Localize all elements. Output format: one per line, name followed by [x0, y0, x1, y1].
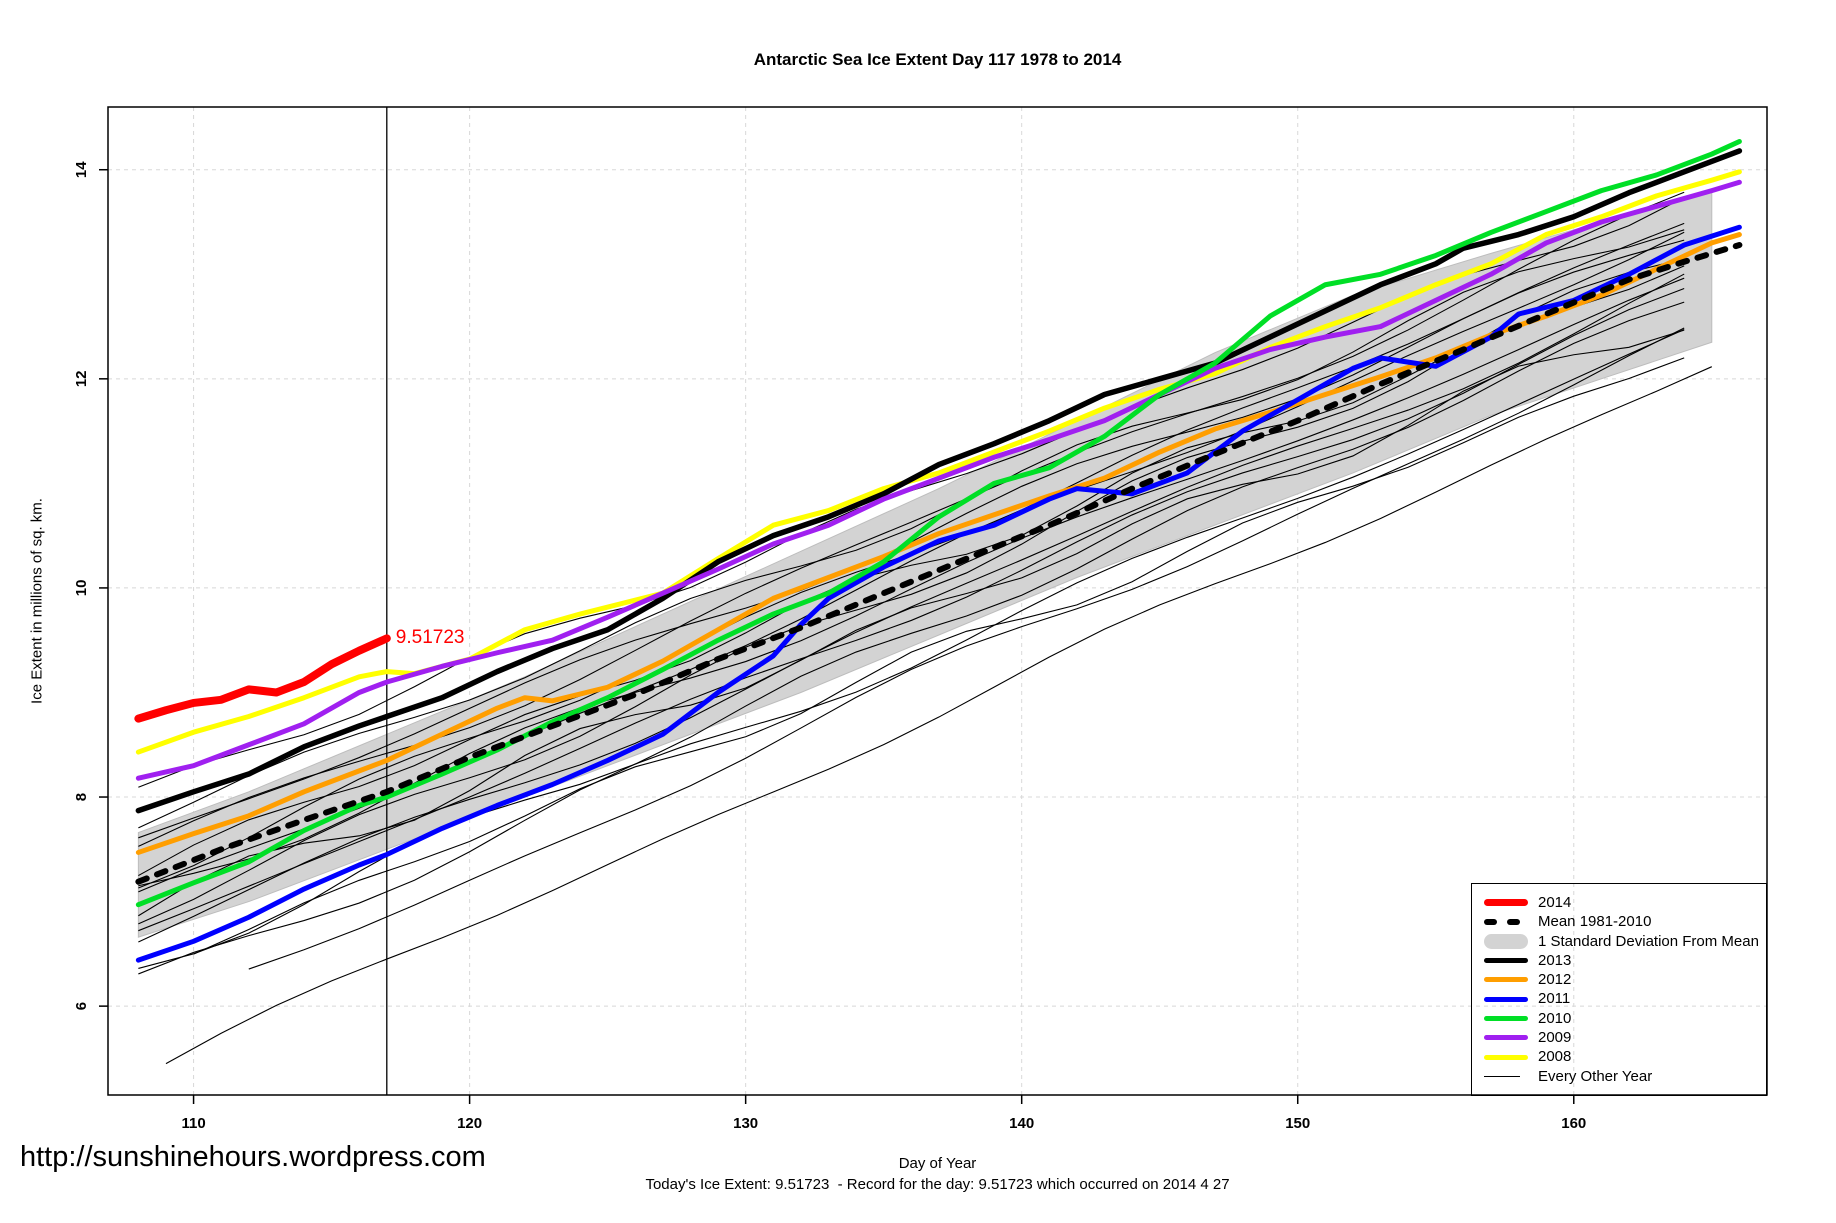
- legend-label-2010: 2010: [1538, 1009, 1572, 1027]
- x-tick-label: 160: [1561, 1115, 1586, 1132]
- legend-item-every-other-year: Every Other Year: [1484, 1067, 1760, 1086]
- chart-title: Antarctic Sea Ice Extent Day 117 1978 to…: [753, 50, 1122, 69]
- legend-label-2009: 2009: [1538, 1029, 1572, 1047]
- legend-label-2014: 2014: [1538, 894, 1572, 911]
- y-tick-label: 8: [73, 793, 90, 801]
- series-layer: [134, 139, 1743, 963]
- legend-item-2012: 2012: [1484, 970, 1760, 989]
- other-year-line: [138, 287, 1685, 932]
- series-line-2013: [135, 148, 1743, 814]
- legend-swatch-every-other-year: [1484, 1075, 1528, 1078]
- other-year-line: [248, 327, 1685, 970]
- legend: 2014 Mean 1981-2010 1 Standard Deviation F…: [1471, 883, 1767, 1096]
- series-line-2014: [134, 634, 391, 723]
- status-line: Today's Ice Extent: 9.51723 - Record for…: [645, 1176, 1230, 1193]
- other-year-line: [138, 229, 1685, 829]
- legend-label-mean-1981-2010: Mean 1981-2010: [1538, 913, 1652, 931]
- series-line-mean-1981-2010: [135, 242, 1743, 885]
- other-year-line: [138, 273, 1685, 943]
- legend-item-mean-1981-2010: Mean 1981-2010: [1484, 912, 1760, 931]
- other-year-line: [193, 357, 1685, 955]
- legend-label-every-other-year: Every Other Year: [1538, 1067, 1653, 1085]
- legend-item-2009: 2009: [1484, 1028, 1760, 1047]
- series-line-2008: [135, 169, 1742, 755]
- other-year-line: [138, 329, 1685, 917]
- legend-swatch-2010: [1484, 1015, 1528, 1021]
- std-dev-band-layer: [137, 189, 1713, 938]
- series-line-2009: [135, 179, 1742, 781]
- y-axis-title: Ice Extent in millions of sq. km.: [28, 498, 46, 704]
- legend-swatch-mean-1981-2010: [1484, 918, 1528, 925]
- other-year-line: [138, 191, 1685, 847]
- current-value-label: 9.51723: [395, 627, 465, 649]
- x-tick-label: 150: [1285, 1115, 1310, 1132]
- legend-item-2014: 2014: [1484, 893, 1760, 912]
- legend-item-2010: 2010: [1484, 1009, 1760, 1028]
- legend-swatch-1-standard-deviation-from-mean: [1484, 933, 1528, 949]
- x-tick-label: 120: [457, 1115, 482, 1132]
- legend-item-2008: 2008: [1484, 1047, 1760, 1066]
- x-tick-label: 130: [733, 1115, 758, 1132]
- legend-item-2011: 2011: [1484, 989, 1760, 1008]
- other-year-line: [165, 366, 1713, 1065]
- legend-label-1-standard-deviation-from-mean: 1 Standard Deviation From Mean: [1538, 932, 1759, 950]
- std-dev-band: [137, 189, 1713, 938]
- legend-item-2013: 2013: [1484, 951, 1760, 970]
- x-tick-label: 110: [181, 1115, 205, 1132]
- series-line-2010: [135, 139, 1742, 908]
- plot-border: [107, 106, 1768, 1096]
- x-tick-label: 140: [1009, 1115, 1034, 1132]
- legend-label-2008: 2008: [1538, 1048, 1572, 1066]
- y-tick-label: 10: [73, 580, 90, 597]
- y-tick-label: 12: [73, 370, 90, 387]
- site-url: http://sunshinehours.wordpress.com: [20, 1141, 486, 1173]
- legend-label-2013: 2013: [1538, 951, 1572, 969]
- y-tick-label: 14: [73, 161, 90, 178]
- legend-swatch-2012: [1484, 977, 1528, 983]
- legend-swatch-2008: [1484, 1054, 1528, 1060]
- legend-swatch-2011: [1484, 996, 1528, 1002]
- axis-layer: 110 120 130 140 150 160 6 8 10 12 14: [73, 161, 1586, 1132]
- other-year-line: [138, 328, 1685, 975]
- y-tick-label: 6: [73, 1002, 90, 1010]
- legend-label-2011: 2011: [1538, 990, 1571, 1008]
- legend-item-1-standard-deviation-from-mean: 1 Standard Deviation From Mean: [1484, 932, 1760, 951]
- legend-label-2012: 2012: [1538, 971, 1572, 989]
- legend-swatch-2013: [1484, 958, 1528, 964]
- legend-swatch-2009: [1484, 1035, 1528, 1041]
- other-year-line: [138, 258, 1685, 925]
- x-axis-title: Day of Year: [898, 1155, 977, 1172]
- legend-swatch-2014: [1484, 899, 1528, 907]
